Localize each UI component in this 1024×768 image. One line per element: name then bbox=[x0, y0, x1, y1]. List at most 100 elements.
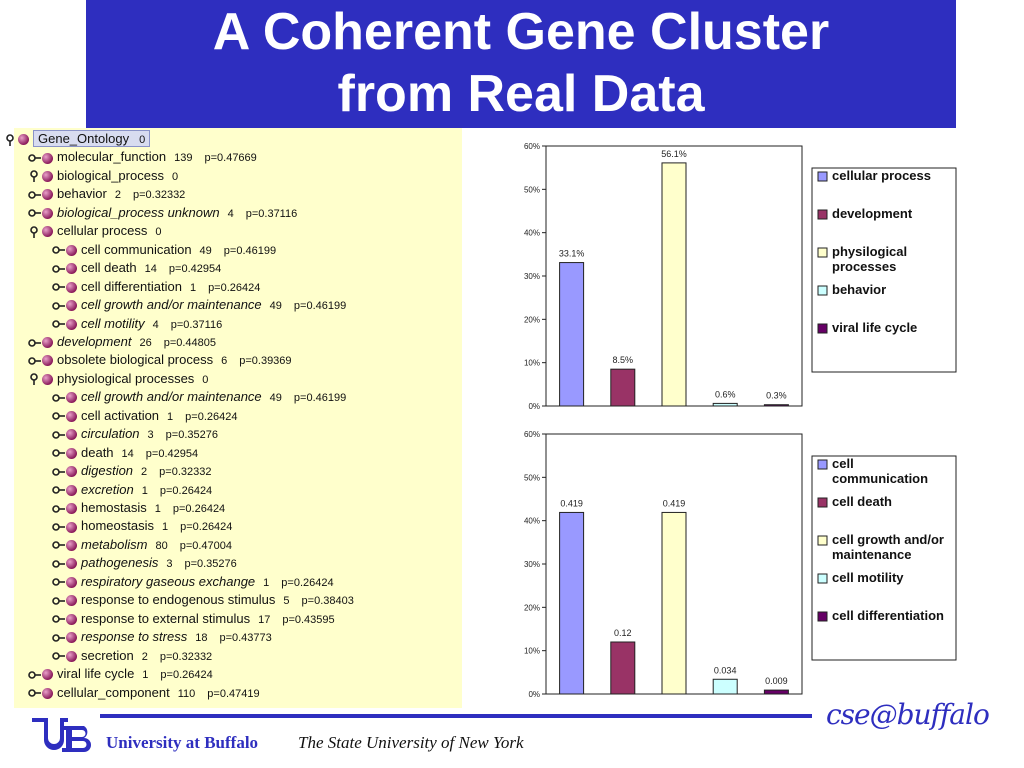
tree-node-pvalue: p=0.37116 bbox=[170, 318, 223, 331]
tree-node-label: pathogenesis bbox=[81, 555, 159, 571]
collapsed-toggle-icon[interactable] bbox=[28, 355, 42, 367]
collapsed-toggle-icon[interactable] bbox=[52, 539, 66, 551]
node-ball-icon bbox=[66, 539, 77, 551]
tree-node[interactable]: viral life cycle 1 p=0.26424 bbox=[28, 665, 213, 683]
collapsed-toggle-icon[interactable] bbox=[52, 392, 66, 404]
expanded-toggle-icon[interactable] bbox=[4, 133, 18, 146]
tree-node[interactable]: secretion 2 p=0.32332 bbox=[52, 647, 212, 665]
collapsed-toggle-icon[interactable] bbox=[28, 152, 42, 164]
collapsed-toggle-icon[interactable] bbox=[52, 632, 66, 644]
tree-node-label: cell differentiation bbox=[81, 278, 182, 294]
collapsed-toggle-icon[interactable] bbox=[28, 687, 42, 699]
tree-node[interactable]: excretion 1 p=0.26424 bbox=[52, 481, 212, 499]
expanded-toggle-icon[interactable] bbox=[28, 226, 42, 238]
tree-node[interactable]: cell death 14 p=0.42954 bbox=[52, 259, 221, 277]
collapsed-toggle-icon[interactable] bbox=[52, 300, 66, 312]
legend-label: behavior bbox=[832, 282, 886, 297]
legend-label: cell death bbox=[832, 494, 892, 509]
collapsed-toggle-icon[interactable] bbox=[52, 410, 66, 422]
legend-swatch bbox=[817, 285, 828, 296]
collapsed-toggle-icon[interactable] bbox=[52, 447, 66, 459]
tree-node-label: Gene_Ontology 0 bbox=[33, 130, 151, 147]
tree-node[interactable]: Gene_Ontology 0 bbox=[4, 130, 151, 148]
tree-node[interactable]: cell differentiation 1 p=0.26424 bbox=[52, 278, 260, 296]
expanded-toggle-icon[interactable] bbox=[28, 373, 42, 386]
tree-node-count: 14 bbox=[121, 447, 134, 460]
collapsed-toggle-icon[interactable] bbox=[52, 595, 66, 607]
tree-node[interactable]: pathogenesis 3 p=0.35276 bbox=[52, 554, 237, 572]
tree-node[interactable]: digestion 2 p=0.32332 bbox=[52, 462, 211, 480]
collapsed-toggle-icon[interactable] bbox=[52, 521, 66, 533]
collapsed-toggle-icon[interactable] bbox=[52, 244, 66, 256]
tree-node[interactable]: circulation 3 p=0.35276 bbox=[52, 425, 218, 443]
tree-node-pvalue: p=0.42954 bbox=[168, 263, 222, 276]
y-tick-label: 50% bbox=[524, 185, 540, 194]
tree-node-label: cell death bbox=[81, 260, 137, 276]
collapsed-toggle-icon[interactable] bbox=[52, 650, 66, 662]
footer-rule bbox=[100, 714, 812, 718]
tree-node-label: secretion bbox=[81, 647, 134, 663]
tree-node-count: 14 bbox=[144, 263, 157, 276]
tree-node-pvalue: p=0.32332 bbox=[159, 466, 212, 479]
tree-node[interactable]: cellular process 0 bbox=[28, 222, 161, 240]
tree-node[interactable]: cell growth and/or maintenance 49 p=0.4619… bbox=[52, 388, 346, 406]
tree-node[interactable]: respiratory gaseous exchange 1 p=0.26424 bbox=[52, 573, 334, 591]
node-ball-icon bbox=[42, 170, 53, 182]
tree-node-count: 1 bbox=[142, 669, 149, 682]
tree-node[interactable]: obsolete biological process 6 p=0.39369 bbox=[28, 351, 292, 369]
tree-node[interactable]: response to endogenous stimulus 5 p=0.3840… bbox=[52, 591, 354, 609]
tree-node[interactable]: response to stress 18 p=0.43773 bbox=[52, 628, 272, 646]
collapsed-toggle-icon[interactable] bbox=[52, 429, 66, 441]
tree-node[interactable]: hemostasis 1 p=0.26424 bbox=[52, 499, 225, 517]
tree-node-count: 1 bbox=[154, 503, 161, 515]
collapsed-toggle-icon[interactable] bbox=[28, 669, 42, 681]
node-ball-icon bbox=[42, 226, 53, 238]
tree-node[interactable]: death 14 p=0.42954 bbox=[52, 444, 198, 462]
tree-node-pvalue: p=0.47004 bbox=[179, 539, 233, 552]
collapsed-toggle-icon[interactable] bbox=[52, 318, 66, 330]
tree-node[interactable]: response to external stimulus 17 p=0.43595 bbox=[52, 610, 335, 628]
legend-label: cell motility bbox=[832, 570, 904, 585]
tree-node-pvalue: p=0.43773 bbox=[219, 632, 272, 645]
chart-top-svg: 0% 10% 20% 30% 40% 50% 60% 33.1% 8.5% 56.1% 0.6% 0.… bbox=[524, 142, 957, 411]
tree-node[interactable]: cell communication 49 p=0.46199 bbox=[52, 241, 276, 259]
legend-label: cell differentiation bbox=[832, 608, 944, 623]
tree-node[interactable]: biological_process unknown 4 p=0.37116 bbox=[28, 204, 297, 222]
collapsed-toggle-icon[interactable] bbox=[28, 337, 42, 349]
collapsed-toggle-icon[interactable] bbox=[52, 263, 66, 275]
tree-node[interactable]: metabolism 80 p=0.47004 bbox=[52, 536, 232, 554]
collapsed-toggle-icon[interactable] bbox=[52, 503, 66, 515]
tree-node[interactable]: physiological processes 0 bbox=[28, 370, 208, 388]
legend-swatch bbox=[817, 171, 828, 182]
tree-node[interactable]: cell activation 1 p=0.26424 bbox=[52, 407, 237, 425]
tree-node[interactable]: cell growth and/or maintenance 49 p=0.4619… bbox=[52, 296, 346, 314]
tree-node[interactable]: cell motility 4 p=0.37116 bbox=[52, 315, 222, 333]
tree-node-count: 5 bbox=[283, 595, 290, 608]
node-ball-icon bbox=[42, 687, 53, 699]
chart-top: 0% 10% 20% 30% 40% 50% 60% 33.1% 8.5% 56.1% 0.6% 0.… bbox=[506, 136, 960, 421]
tree-node-label: cellular process bbox=[57, 223, 148, 239]
tree-node-label: hemostasis bbox=[81, 500, 147, 515]
collapsed-toggle-icon[interactable] bbox=[52, 613, 66, 625]
title-band: A Coherent Gene Cluster from Real Data bbox=[86, 0, 956, 128]
tree-node[interactable]: behavior 2 p=0.32332 bbox=[28, 185, 185, 203]
tree-left-strip bbox=[0, 128, 14, 708]
legend-swatch bbox=[817, 323, 828, 334]
tree-node[interactable]: biological_process 0 bbox=[28, 167, 178, 185]
tree-node[interactable]: development 26 p=0.44805 bbox=[28, 333, 216, 351]
tree-node-pvalue: p=0.35276 bbox=[184, 558, 237, 571]
tree-node[interactable]: homeostasis 1 p=0.26424 bbox=[52, 517, 232, 535]
tree-node[interactable]: cellular_component 110 p=0.47419 bbox=[28, 684, 260, 702]
collapsed-toggle-icon[interactable] bbox=[52, 484, 66, 496]
collapsed-toggle-icon[interactable] bbox=[52, 576, 66, 588]
expanded-toggle-icon[interactable] bbox=[28, 170, 42, 183]
collapsed-toggle-icon[interactable] bbox=[52, 466, 66, 478]
collapsed-toggle-icon[interactable] bbox=[28, 207, 42, 219]
tree-node-label: death bbox=[81, 444, 114, 460]
collapsed-toggle-icon[interactable] bbox=[52, 281, 66, 293]
legend-label: communication bbox=[832, 471, 928, 486]
collapsed-toggle-icon[interactable] bbox=[28, 189, 42, 201]
tree-node[interactable]: molecular_function 139 p=0.47669 bbox=[28, 148, 257, 166]
collapsed-toggle-icon[interactable] bbox=[52, 558, 66, 570]
slide-title-line2: from Real Data bbox=[337, 65, 705, 123]
